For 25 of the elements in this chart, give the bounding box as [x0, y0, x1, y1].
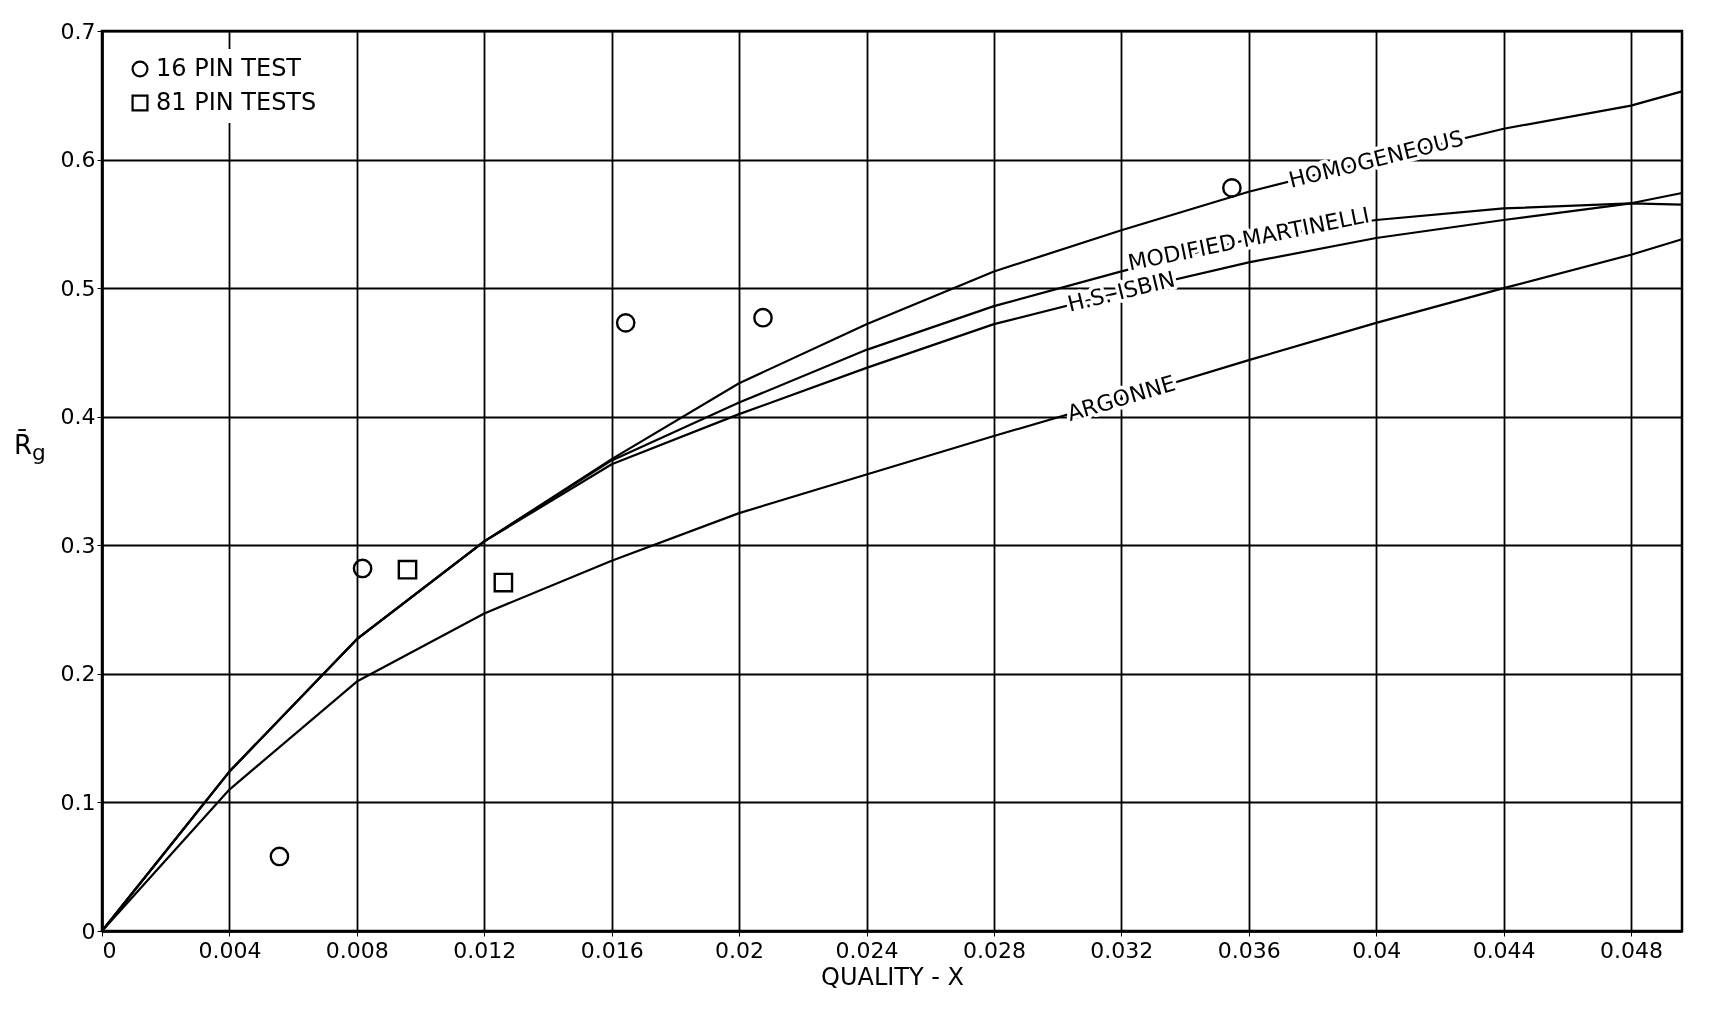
x-tick-label: 0.044 [1472, 937, 1536, 963]
y-tick-label: 0.3 [60, 532, 96, 558]
y-tick-label: 0.2 [60, 661, 96, 687]
y-axis-title: R̄$_{g}$ [14, 430, 46, 466]
x-tick-label: 0.016 [580, 937, 644, 963]
y-tick-label: 0.6 [60, 147, 96, 173]
x-tick-label: 0.04 [1352, 937, 1402, 963]
x-tick-label: 0.02 [715, 937, 765, 963]
legend-label: 81 PIN TESTS [156, 88, 317, 116]
y-tick-label: 0 [81, 918, 96, 944]
y-tick-label: 0.1 [60, 789, 96, 815]
x-tick-label: 0.028 [962, 937, 1026, 963]
y-tick-label: 0.5 [60, 275, 96, 301]
legend-label: 16 PIN TEST [156, 54, 302, 82]
y-tick-label: 0.4 [60, 404, 96, 430]
x-tick-label: 0.048 [1600, 937, 1664, 963]
y-tick-label: 0.7 [60, 18, 96, 44]
x-tick-label: 0.008 [325, 937, 389, 963]
x-tick-label: 0 [102, 937, 117, 963]
x-tick-label: 0.012 [453, 937, 517, 963]
x-tick-label: 0.032 [1090, 937, 1154, 963]
x-axis-title: QUALITY - X [820, 962, 965, 991]
x-tick-label: 0.024 [835, 937, 899, 963]
x-tick-label: 0.004 [198, 937, 262, 963]
x-tick-label: 0.036 [1217, 937, 1281, 963]
